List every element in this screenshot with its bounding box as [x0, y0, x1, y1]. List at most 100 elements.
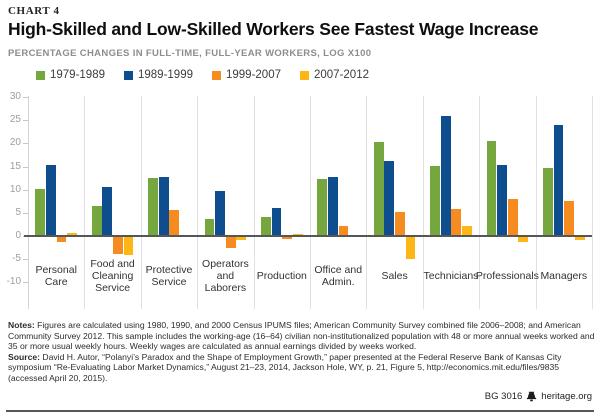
- category-separator-line: [253, 96, 255, 309]
- source-label: Source:: [8, 351, 40, 362]
- y-axis-tick-label: -5: [12, 253, 21, 265]
- category-separator-line: [479, 96, 481, 309]
- bar-1999-2007-operators-and-laborers: [225, 236, 236, 249]
- bar-1999-2007-personal-care: [56, 236, 67, 243]
- bar-1999-2007-managers: [564, 200, 574, 236]
- notes-text: Figures are calculated using 1980, 1990,…: [8, 320, 595, 352]
- legend-item-2007-2012: 2007-2012: [300, 69, 369, 81]
- y-axis-tick-mark: [23, 212, 28, 214]
- y-axis-line: [28, 96, 29, 309]
- category-separator-line: [310, 96, 311, 309]
- y-axis-tick-label: -10: [6, 276, 21, 288]
- bar-1999-2007-professionals: [507, 198, 518, 236]
- bar-1979-1989-personal-care: [35, 188, 46, 236]
- bar-1979-1989-food-and-cleaning-service: [91, 206, 102, 236]
- category-label-line: Service: [151, 276, 187, 288]
- bar-1989-1999-personal-care: [46, 164, 56, 236]
- category-separator-line: [140, 96, 142, 309]
- legend-item-1979-1989: 1979-1989: [36, 69, 105, 81]
- bar-2007-2012-personal-care: [67, 233, 77, 236]
- y-axis-tick-mark: [23, 120, 28, 122]
- category-separator-line: [592, 96, 593, 309]
- chart-subtitle: PERCENTAGE CHANGES IN FULL-TIME, FULL-YE…: [8, 48, 372, 59]
- bar-1999-2007-technicians: [451, 209, 462, 236]
- footer: BG 3016 heritage.org: [485, 391, 592, 402]
- category-separator-line: [366, 96, 368, 309]
- bar-1999-2007-sales: [395, 212, 405, 236]
- category-label-line: Office and: [314, 264, 363, 277]
- bar-1979-1989-office-and-admin: [317, 179, 328, 236]
- bar-1979-1989-sales: [373, 141, 384, 236]
- bar-1989-1999-operators-and-laborers: [215, 190, 225, 236]
- source-text: David H. Autor, “Polanyi’s Paradox and t…: [8, 351, 562, 383]
- chart-number-label: CHART 4: [8, 5, 60, 17]
- category-label-line: Admin.: [321, 276, 355, 288]
- y-axis-tick-label: 25: [9, 114, 21, 126]
- bar-1979-1989-professionals: [486, 140, 497, 236]
- bar-1989-1999-production: [271, 207, 282, 236]
- y-axis-tick-mark: [23, 97, 28, 98]
- bottom-divider: [6, 410, 594, 412]
- category-label-personal-care: Personal Care: [28, 251, 84, 303]
- bar-1979-1989-operators-and-laborers: [204, 218, 215, 236]
- bar-1979-1989-technicians: [430, 166, 440, 236]
- bar-2007-2012-professionals: [518, 236, 529, 243]
- legend-label: 1999-2007: [226, 69, 281, 81]
- bar-1989-1999-protective-service: [158, 177, 169, 236]
- notes-label: Notes:: [8, 320, 35, 330]
- notes-block: Notes: Figures are calculated using 1980…: [8, 320, 595, 383]
- bar-1989-1999-sales: [384, 160, 395, 236]
- category-label-line: and Laborers: [204, 270, 247, 294]
- category-label-line: Personal: [35, 264, 77, 277]
- legend-swatch-1989-1999-icon: [124, 70, 133, 80]
- legend: 1979-1989 1989-1999 1999-2007 2007-2012: [36, 69, 369, 81]
- category-label-line: Professionals: [475, 270, 539, 283]
- bar-1979-1989-production: [261, 217, 271, 236]
- category-label-managers: Managers: [536, 251, 592, 303]
- bar-1989-1999-technicians: [440, 115, 451, 236]
- notes-paragraph: Notes: Figures are calculated using 1980…: [8, 320, 595, 352]
- zero-axis-line: [24, 235, 592, 237]
- category-separator-line: [197, 96, 199, 309]
- heritage-liberty-bell-icon: [527, 391, 537, 402]
- chart-title: High-Skilled and Low-Skilled Workers See…: [8, 19, 539, 39]
- category-label-sales: Sales: [366, 251, 422, 303]
- y-axis-tick-label: 30: [9, 91, 21, 102]
- y-axis-tick-label: 5: [15, 206, 21, 218]
- category-label-line: Managers: [540, 270, 588, 283]
- site-label: heritage.org: [541, 391, 592, 402]
- y-axis-tick-mark: [23, 282, 28, 284]
- bar-1989-1999-food-and-cleaning-service: [102, 186, 113, 236]
- bar-1999-2007-protective-service: [169, 210, 180, 236]
- category-label-line: Technicians: [423, 270, 479, 283]
- bar-1999-2007-office-and-admin: [338, 226, 349, 236]
- bar-1989-1999-managers: [553, 124, 564, 236]
- category-label-line: Food and: [90, 258, 135, 271]
- category-separator-line: [535, 96, 537, 309]
- bar-2007-2012-food-and-cleaning-service: [123, 236, 134, 255]
- category-label-line: Service: [95, 281, 131, 294]
- y-axis-tick-label: 20: [9, 137, 21, 149]
- category-label-technicians: Technicians: [423, 251, 479, 303]
- category-label-professionals: Professionals: [476, 251, 539, 303]
- y-axis-tick-label: 10: [9, 183, 21, 195]
- y-axis-tick-mark: [23, 166, 28, 168]
- y-axis-tick-mark: [23, 189, 28, 191]
- legend-swatch-1999-2007-icon: [212, 70, 221, 80]
- category-separator-line: [422, 96, 424, 309]
- category-label-line: Protective: [145, 264, 193, 277]
- category-label-line: Sales: [381, 270, 408, 283]
- legend-label: 1989-1999: [138, 69, 193, 81]
- y-axis-tick-label: 15: [9, 160, 21, 172]
- report-id: BG 3016: [484, 391, 523, 402]
- category-separator-line: [84, 96, 86, 309]
- bar-1989-1999-office-and-admin: [328, 176, 338, 236]
- category-label-line: Production: [256, 270, 307, 283]
- category-label-protective-service: Protective Service: [141, 251, 197, 303]
- bar-1999-2007-food-and-cleaning-service: [113, 236, 123, 254]
- legend-label: 2007-2012: [314, 69, 369, 81]
- category-label-line: Operators: [202, 258, 249, 271]
- bar-1979-1989-protective-service: [148, 178, 158, 236]
- category-label-line: Cleaning: [91, 270, 134, 283]
- category-label-food-and-cleaning-service: Food and Cleaning Service: [84, 251, 140, 303]
